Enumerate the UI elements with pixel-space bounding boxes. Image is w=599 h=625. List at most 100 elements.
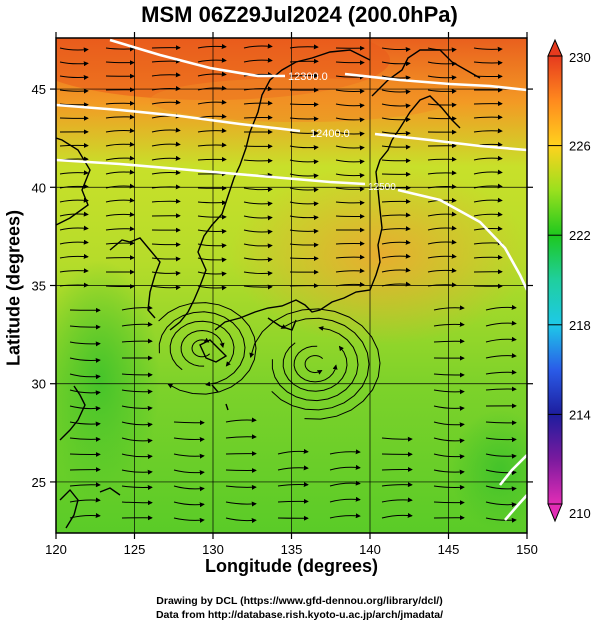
streamline-16: [335, 60, 365, 66]
streamline-153: [197, 257, 227, 263]
streamline-176: [335, 281, 365, 287]
streamline-82: [151, 155, 181, 161]
streamline-85: [289, 159, 319, 165]
streamline-70: [59, 142, 89, 148]
streamline-260: [121, 500, 153, 506]
streamline-206: [485, 353, 517, 359]
streamline-223: [433, 421, 465, 428]
lat-tick-label: 30: [32, 377, 46, 392]
streamline-211: [69, 389, 101, 396]
streamline-12: [151, 58, 181, 64]
contour-label-1: 12300.0: [288, 71, 328, 83]
streamline-172: [151, 285, 181, 291]
temperature-field: [56, 38, 527, 533]
streamline-155: [289, 256, 319, 262]
streamline-188: [271, 326, 359, 402]
streamline-152: [151, 256, 181, 262]
streamline-55: [289, 116, 319, 122]
streamline-101: [105, 183, 135, 189]
streamline-86: [335, 159, 365, 165]
lon-tick-label: 120: [45, 542, 67, 557]
streamline-256: [381, 482, 413, 488]
streamline-150: [59, 253, 89, 259]
streamline-120: [59, 211, 89, 217]
streamline-7: [381, 46, 411, 52]
streamline-102: [151, 184, 181, 190]
streamline-185: [304, 355, 324, 375]
streamline-200: [121, 338, 153, 344]
lat-tick-label: 40: [32, 180, 46, 195]
streamline-190: [249, 308, 381, 420]
streamline-131: [105, 226, 135, 232]
streamline-67: [381, 130, 411, 136]
streamline-123: [197, 214, 227, 220]
colorbar-body: [547, 55, 563, 505]
streamline-207: [69, 373, 101, 380]
colorbar-tick-label: 226: [569, 139, 591, 154]
streamline-125: [289, 215, 319, 221]
streamline-262: [225, 501, 257, 507]
streamline-177: [381, 281, 411, 287]
streamline-199: [69, 341, 101, 347]
streamline-214: [485, 386, 517, 392]
streamline-75: [289, 145, 319, 151]
streamline-231: [485, 437, 517, 443]
streamline-220: [121, 421, 153, 428]
streamline-108: [427, 184, 457, 190]
colorbar: 230 226 222 218 214 210: [547, 38, 591, 523]
streamline-0: [59, 47, 89, 53]
streamline-71: [105, 141, 135, 147]
streamline-243: [173, 469, 205, 476]
streamline-181: [180, 329, 225, 367]
streamline-219: [69, 421, 101, 427]
lon-tick-label: 145: [438, 542, 460, 557]
lon-tick-label: 135: [281, 542, 303, 557]
streamline-111: [105, 197, 135, 203]
streamline-28: [427, 75, 457, 81]
streamline-5: [289, 44, 319, 50]
streamline-143: [197, 243, 227, 249]
streamline-9: [473, 46, 503, 52]
streamline-164: [243, 270, 273, 276]
streamline-4: [243, 43, 273, 49]
streamline-135: [289, 228, 319, 234]
streamline-258: [485, 485, 517, 492]
streamline-20: [59, 74, 89, 80]
lat-tick-label: 25: [32, 475, 46, 490]
streamline-44: [243, 100, 273, 106]
streamline-253: [225, 484, 257, 490]
streamline-148: [427, 239, 457, 245]
streamline-246: [329, 464, 361, 471]
streamline-157: [381, 253, 411, 259]
streamline-130: [59, 225, 89, 231]
streamline-192: [121, 305, 153, 311]
streamline-159: [473, 254, 503, 260]
streamline-239: [433, 453, 465, 460]
streamline-92: [151, 170, 181, 176]
streamline-215: [69, 405, 101, 412]
colorbar-bottom-arrow: [547, 503, 563, 523]
streamline-129: [473, 211, 503, 217]
streamline-69: [473, 128, 503, 134]
streamline-58: [427, 116, 457, 122]
streamline-248: [433, 469, 465, 475]
streamline-100: [59, 183, 89, 189]
streamline-216: [121, 405, 153, 411]
streamline-138: [427, 225, 457, 231]
streamline-144: [243, 243, 273, 249]
streamline-267: [485, 501, 517, 508]
streamline-174: [243, 284, 273, 290]
streamline-34: [243, 86, 273, 92]
streamline-134: [243, 229, 273, 235]
streamline-113: [197, 200, 227, 206]
streamline-182: [169, 320, 235, 371]
streamline-222: [225, 417, 257, 423]
streamline-189: [271, 317, 370, 411]
streamline-178: [427, 282, 457, 288]
streamline-46: [335, 103, 365, 109]
streamline-45: [289, 102, 319, 108]
streamline-76: [335, 145, 365, 151]
streamline-147: [381, 239, 411, 245]
streamline-212: [121, 389, 153, 395]
colorbar-tick-label: 218: [569, 318, 591, 333]
